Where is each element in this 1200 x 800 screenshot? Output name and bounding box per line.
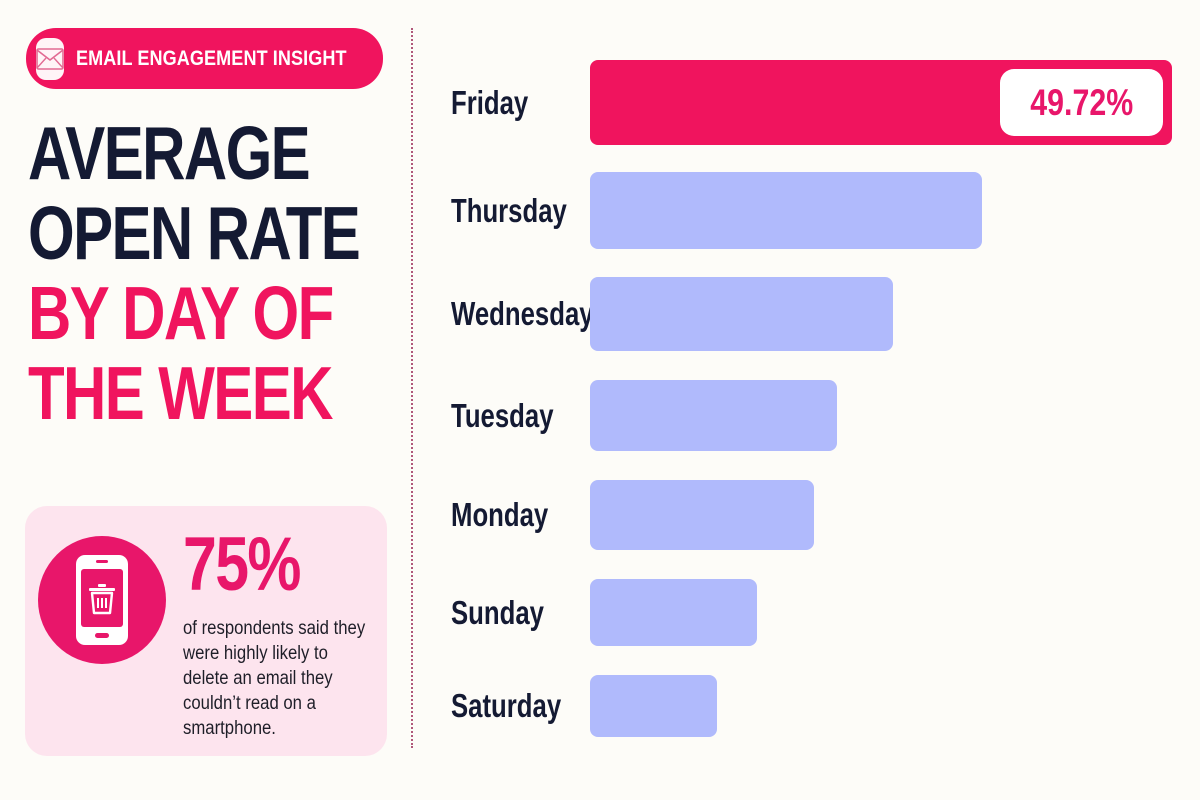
dotted-divider [411,28,413,748]
bar-saturday [590,675,717,737]
category-badge: EMAIL ENGAGEMENT INSIGHT [26,28,383,89]
chart-row-friday: Friday 49.72% [0,60,1200,145]
day-label: Wednesday [451,295,594,332]
chart-row-saturday: Saturday [0,675,1200,737]
bar-friday: 49.72% [590,60,1172,145]
bar-monday [590,480,814,550]
chart-row-thursday: Thursday [0,172,1200,249]
title-line-4: THE WEEK [28,351,333,435]
stat-description: of respondents said they were highly lik… [183,618,366,739]
chart-row-wednesday: Wednesday [0,277,1200,351]
page-title: AVERAGE OPEN RATE BY DAY OF THE WEEK [28,111,361,435]
bar-thursday [590,172,982,249]
title-line-2: OPEN RATE [28,191,361,275]
bar-sunday [590,579,757,646]
chart-row-monday: Monday [0,480,1200,550]
chart-row-sunday: Sunday [0,579,1200,646]
value-label: 49.72% [1000,69,1163,136]
badge-label: EMAIL ENGAGEMENT INSIGHT [76,46,347,70]
bar-tuesday [590,380,837,451]
day-label: Sunday [451,593,544,631]
title-line-3: BY DAY OF [28,271,334,355]
smartphone-trash-icon [38,536,166,664]
stat-card: 75% of respondents said they were highly… [25,506,387,756]
day-label: Thursday [451,191,567,229]
title-line-1: AVERAGE [28,111,311,195]
stat-value: 75% [183,522,302,607]
value-text: 49.72% [1030,81,1133,123]
chart-row-tuesday: Tuesday [0,380,1200,451]
bar-wednesday [590,277,893,351]
day-label: Monday [451,496,549,533]
day-label: Saturday [451,687,562,724]
envelope-icon [36,37,64,80]
day-label: Friday [451,83,529,121]
day-label: Tuesday [451,396,554,434]
